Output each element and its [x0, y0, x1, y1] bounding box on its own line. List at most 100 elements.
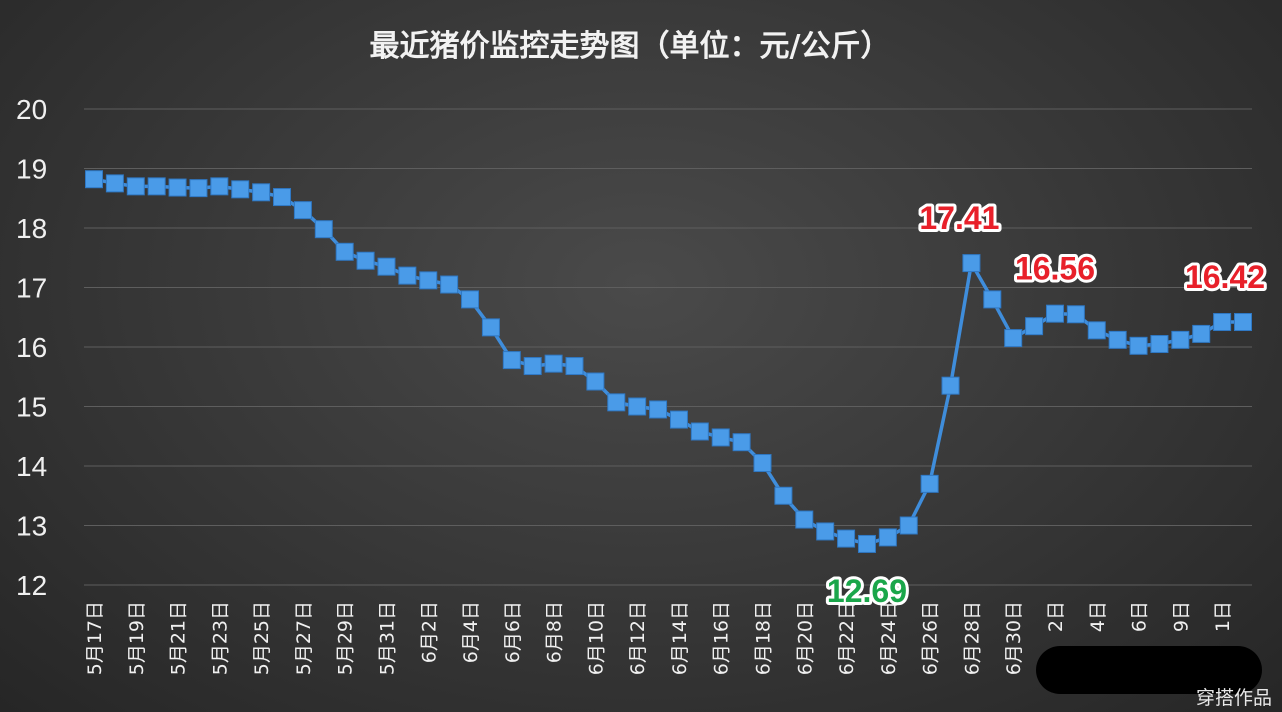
x-tick-label: 5月29日	[335, 601, 357, 675]
data-point-marker	[168, 178, 187, 197]
series-markers	[85, 170, 1252, 553]
data-point-marker	[126, 177, 145, 196]
data-point-marker	[544, 354, 563, 373]
data-point-marker	[85, 170, 103, 189]
data-point-marker	[732, 433, 751, 452]
data-point-marker	[189, 179, 208, 198]
data-point-marker	[753, 454, 772, 473]
x-axis: 5月17日 5月19日 5月21日 5月23日 5月25日 5月27日 5月29日 5月31日…	[84, 601, 1234, 675]
data-point-marker	[1213, 313, 1232, 332]
data-point-marker	[335, 242, 354, 261]
data-point-marker	[649, 400, 668, 419]
data-point-marker	[1129, 336, 1148, 355]
data-point-marker	[523, 357, 542, 376]
x-tick-label: 5月17日	[84, 601, 106, 675]
x-tick-label: 1日	[1212, 601, 1234, 632]
x-tick-label: 4日	[1087, 601, 1109, 632]
y-tick-label: 20	[16, 94, 47, 125]
data-point-marker	[1025, 317, 1044, 336]
x-tick-label: 6日	[1129, 601, 1151, 632]
data-point-marker	[878, 528, 897, 547]
series-line	[93, 177, 1243, 546]
x-tick-label: 6月20日	[794, 601, 816, 675]
x-tick-label: 6月16日	[711, 601, 733, 675]
x-tick-label: 5月27日	[293, 601, 315, 675]
x-tick-label: 6月22日	[836, 601, 858, 675]
data-point-marker	[690, 422, 709, 441]
data-point-marker	[356, 251, 375, 270]
x-tick-label: 6月2日	[418, 601, 440, 663]
y-axis: 12 13 14 15 16 17 18 19 20	[16, 94, 47, 601]
y-tick-label: 12	[16, 570, 47, 601]
x-tick-label: 5月21日	[168, 601, 190, 675]
x-tick-label: 2日	[1045, 601, 1067, 632]
data-point-marker	[1087, 321, 1106, 340]
data-point-marker	[941, 376, 960, 395]
x-tick-label: 6月4日	[460, 601, 482, 663]
data-point-marker	[816, 522, 835, 541]
data-point-marker	[711, 428, 730, 447]
y-tick-label: 16	[16, 332, 47, 363]
x-tick-label: 5月25日	[251, 601, 273, 675]
data-point-marker	[440, 275, 459, 294]
value-callouts: 17.41 16.56 16.42 12.69	[824, 197, 1268, 612]
x-tick-label: 6月18日	[753, 601, 775, 675]
data-point-marker	[774, 486, 793, 505]
x-tick-label: 6月14日	[669, 601, 691, 675]
y-tick-label: 19	[16, 154, 47, 185]
high-value-callout: 16.56	[1015, 251, 1095, 287]
data-point-marker	[1066, 305, 1085, 324]
x-tick-label: 9日	[1170, 601, 1192, 632]
data-point-marker	[1234, 313, 1252, 332]
data-point-marker	[1171, 330, 1190, 349]
data-point-marker	[398, 266, 417, 285]
data-point-marker	[1045, 304, 1064, 323]
x-tick-label: 6月24日	[878, 601, 900, 675]
data-point-marker	[1108, 330, 1127, 349]
redaction-block	[1036, 646, 1262, 694]
y-tick-label: 15	[16, 392, 47, 423]
high-value-callout: 17.41	[919, 200, 999, 236]
chart-title: 最近猪价监控走势图（单位：元/公斤）	[370, 29, 891, 64]
x-tick-label: 6月26日	[920, 601, 942, 675]
x-tick-label: 6月10日	[585, 601, 607, 675]
data-point-marker	[899, 516, 918, 535]
data-point-marker	[502, 351, 521, 370]
data-point-marker	[837, 529, 856, 548]
data-point-marker	[962, 254, 981, 273]
data-point-marker	[273, 188, 292, 207]
data-point-marker	[920, 474, 939, 493]
data-point-marker	[983, 290, 1002, 309]
y-tick-label: 13	[16, 511, 47, 542]
data-point-marker	[461, 290, 480, 309]
data-point-marker	[293, 201, 312, 220]
data-point-marker	[669, 410, 688, 429]
x-tick-label: 5月19日	[126, 601, 148, 675]
data-point-marker	[586, 372, 605, 391]
y-tick-label: 18	[16, 213, 47, 244]
x-tick-label: 6月8日	[544, 601, 566, 663]
x-tick-label: 6月28日	[961, 601, 983, 675]
data-point-marker	[795, 510, 814, 529]
data-point-marker	[377, 257, 396, 276]
data-point-marker	[210, 177, 229, 196]
data-point-marker	[481, 318, 500, 337]
data-point-marker	[105, 174, 124, 193]
low-value-callout: 12.69	[827, 573, 907, 609]
data-point-marker	[1192, 324, 1211, 343]
data-point-marker	[147, 177, 166, 196]
grid-lines	[84, 108, 1252, 586]
x-tick-label: 5月31日	[376, 601, 398, 675]
watermark-text: 穿搭作品	[1195, 687, 1272, 709]
data-point-marker	[231, 180, 250, 199]
data-point-marker	[252, 183, 271, 202]
x-tick-label: 6月12日	[627, 601, 649, 675]
data-point-marker	[419, 271, 438, 290]
high-value-callout: 16.42	[1185, 259, 1265, 295]
x-tick-label: 5月23日	[209, 601, 231, 675]
data-point-marker	[1150, 335, 1169, 354]
data-point-marker	[607, 393, 626, 412]
data-point-marker	[314, 220, 333, 239]
y-tick-label: 17	[16, 273, 47, 304]
